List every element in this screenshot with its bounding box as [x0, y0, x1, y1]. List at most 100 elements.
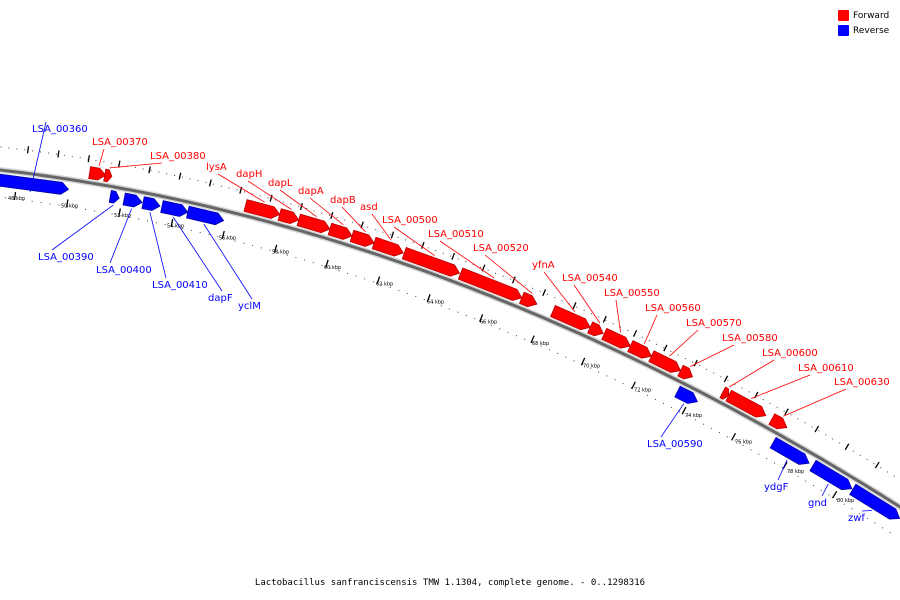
- gene-arrow-lsa-00630: [768, 413, 788, 430]
- gene-arrow-asd: [371, 236, 404, 257]
- scale-tick-label: 56 kbp: [219, 236, 236, 242]
- scale-tick-label: 58 kbp: [272, 250, 289, 256]
- gene-arrow-lsa-00590: [674, 385, 698, 404]
- leader-line-gnd: [821, 483, 829, 497]
- scale-tick-label: 50 kbp: [61, 204, 78, 210]
- gene-arrow-dapf: [160, 200, 189, 217]
- gene-label-lsa-00510: LSA_00510: [428, 229, 484, 240]
- scale-tick-label: 62 kbp: [376, 282, 393, 288]
- gene-arrow-yclm: [186, 205, 225, 226]
- outer-scale-tick: [26, 146, 30, 154]
- gene-arrow-yfna: [550, 304, 591, 331]
- scale-tick-label: 48 kbp: [8, 196, 25, 202]
- gene-label-lsa-00560: LSA_00560: [645, 303, 701, 314]
- scale-tick-label: 70 kbp: [583, 364, 600, 370]
- outer-scale-tick: [874, 461, 880, 469]
- gene-label-lsa-00610: LSA_00610: [798, 363, 854, 374]
- gene-label-lsa-00580: LSA_00580: [722, 333, 778, 344]
- outer-scale-tick: [421, 241, 425, 249]
- gene-label-lsa-00570: LSA_00570: [686, 318, 742, 329]
- leader-line-lsa-00400: [109, 208, 132, 264]
- gene-label-lsa-00370: LSA_00370: [92, 137, 148, 148]
- leader-line-lsa-00410: [149, 212, 167, 279]
- scale-tick-label: 68 kbp: [532, 341, 549, 347]
- gene-label-daph: dapH: [236, 169, 262, 180]
- gene-arrow-lsa-00500: [401, 246, 461, 277]
- gene-label-yclm: yclM: [238, 301, 261, 312]
- leader-line-ydgf: [777, 459, 788, 481]
- gene-label-dapl: dapL: [268, 178, 293, 189]
- gene-label-lsa-00550: LSA_00550: [604, 288, 660, 299]
- leader-line-dapa: [309, 197, 344, 226]
- gene-label-dapf: dapF: [208, 293, 233, 304]
- gene-arrow-dapa: [327, 222, 353, 240]
- gene-label-gnd: gnd: [808, 498, 827, 509]
- gene-label-lsa-00520: LSA_00520: [473, 243, 529, 254]
- scale-tick: [273, 244, 278, 253]
- outer-scale-tick: [511, 276, 516, 284]
- outer-scale-tick: [814, 425, 820, 433]
- scale-tick: [118, 208, 121, 217]
- leader-line-lysa: [217, 173, 265, 203]
- gene-arrow-lysa: [243, 199, 281, 219]
- gene-arrow-lsa-00520: [518, 291, 538, 308]
- scale-tick: [479, 314, 484, 323]
- gene-arrow-lsa-00510: [457, 267, 523, 301]
- scale-tick: [170, 218, 174, 228]
- leader-line-lsa-00360: [29, 121, 47, 192]
- scale-tick: [681, 406, 687, 415]
- gene-label-lsa-00600: LSA_00600: [762, 348, 818, 359]
- scale-tick: [631, 381, 636, 390]
- gene-label-dapb: dapB: [330, 195, 356, 206]
- outer-scale-line: [0, 146, 900, 481]
- gene-arrow-lsa-00400: [122, 192, 143, 208]
- gene-label-lysa: lysA: [206, 162, 227, 173]
- leader-line-lsa-00540: [573, 284, 601, 324]
- outer-scale-tick: [178, 172, 182, 180]
- legend-reverse: Reverse: [838, 23, 889, 38]
- scale-tick-label: 74 kbp: [685, 413, 702, 419]
- leader-line-lsa-00370: [98, 148, 105, 167]
- gene-arrow-lsa-00580: [677, 364, 694, 380]
- scale-tick-label: 64 kbp: [427, 300, 444, 306]
- gene-label-lsa-00360: LSA_00360: [32, 124, 88, 135]
- legend-reverse-swatch: [838, 25, 849, 36]
- leader-line-lsa-00580: [689, 344, 735, 367]
- leader-line-dapl: [279, 189, 317, 218]
- scale-tick: [13, 191, 17, 201]
- leader-line-lsa-00630: [783, 388, 847, 417]
- gene-arrow-lsa-00570: [648, 350, 682, 373]
- gene-label-lsa-00380: LSA_00380: [150, 151, 206, 162]
- leader-line-daph: [247, 180, 292, 210]
- leader-line-lsa-00390: [51, 204, 114, 251]
- scale-tick-label: 72 kbp: [634, 388, 651, 394]
- scale-tick: [731, 432, 737, 441]
- gene-label-zwf: zwf: [848, 513, 865, 524]
- gene-arrow-lsa-00410: [141, 196, 161, 211]
- leader-line-lsa-00500: [393, 226, 435, 256]
- outer-scale-tick: [208, 179, 212, 187]
- scale-tick: [325, 259, 329, 268]
- scale-tick: [376, 276, 381, 285]
- outer-scale-tick: [693, 359, 698, 367]
- outer-scale-tick: [57, 150, 60, 158]
- scale-tick-label: 80 kbp: [837, 498, 854, 504]
- gene-arrow-lsa-00550: [601, 327, 631, 349]
- leader-line-dapf: [172, 216, 223, 292]
- outer-scale-tick: [844, 443, 850, 451]
- outer-scale-tick: [148, 166, 151, 174]
- scale-tick: [426, 294, 431, 303]
- gene-arrow-dapb: [349, 229, 375, 247]
- gene-label-asd: asd: [360, 202, 378, 213]
- gene-label-lsa-00630: LSA_00630: [834, 377, 890, 388]
- scale-tick-label: 52 kbp: [114, 213, 131, 219]
- outer-scale-tick: [632, 329, 638, 337]
- outer-scale-tick: [602, 315, 607, 323]
- gene-arrow-lsa-00540: [587, 321, 604, 337]
- leader-line-lsa-00510: [439, 240, 495, 279]
- gene-arrow-ydgf: [769, 436, 810, 465]
- leader-line-lsa-00520: [484, 254, 533, 294]
- legend-forward-label: Forward: [853, 10, 890, 21]
- scale-tick: [530, 335, 535, 344]
- scale-tick: [221, 230, 225, 239]
